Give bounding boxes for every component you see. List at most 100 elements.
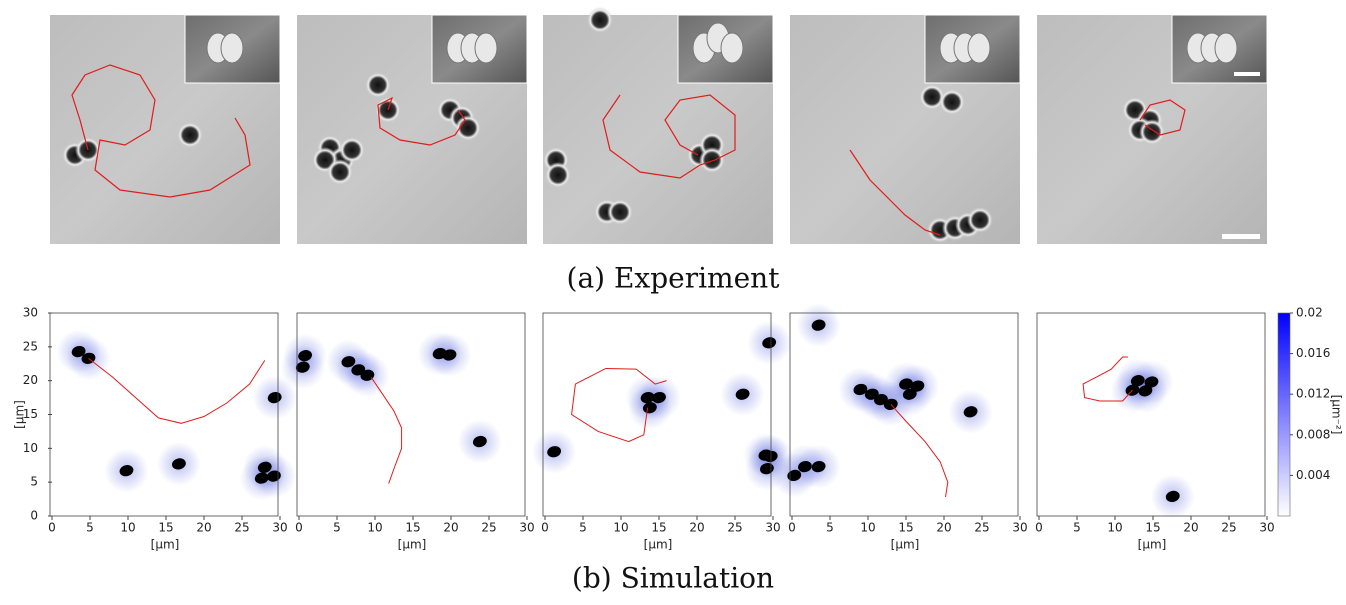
cell [177,122,203,148]
x-tick-label: 10 [1107,521,1122,535]
x-tick-label: 10 [613,521,628,535]
cell [257,461,272,473]
colorbar-tick-label: 0.004 [1296,468,1330,482]
cell [547,446,562,458]
y-axis-label: [μm] [13,400,27,429]
x-axis-label: [μm] [644,538,673,552]
trajectory [377,96,466,146]
cell [455,115,481,141]
simulation-panel: 0 5 10 15 20 25 30 [μm] 0 5 10 15 20 25 30 [μm] [13,306,297,552]
trajectory [1082,356,1133,402]
x-tick-label: 5 [826,521,834,535]
sem-cell [967,32,991,64]
cell [119,465,134,477]
cell [587,7,613,33]
sem-cell [474,32,498,64]
x-tick-label: 30 [1259,521,1274,535]
y-tick-label: 30 [23,306,38,320]
simulation-panel: 0 5 10 15 20 25 30 [μm] [532,312,793,552]
cell [365,72,391,98]
sem-cell [720,32,744,64]
cell [811,319,826,331]
colorbar-tick-label: 0.02 [1296,306,1323,320]
cell [652,391,666,404]
colorbar-tick-label: 0.008 [1296,427,1330,441]
x-tick-label: 20 [936,521,951,535]
x-tick-label: 25 [727,521,742,535]
cell [1130,375,1145,387]
x-tick-label: 25 [234,521,249,535]
colorbar [1277,312,1291,517]
scale-bar [1222,234,1260,239]
cell [327,159,353,185]
cell [902,388,917,400]
trajectory [370,377,403,484]
y-tick-label: 10 [23,441,38,455]
cell [640,391,655,404]
cell [545,162,571,188]
trajectory [849,149,941,236]
cell [1138,385,1153,397]
sem-cell [1214,32,1238,64]
sem-cell [220,32,244,64]
x-axis-label: [μm] [151,538,180,552]
x-tick-label: 30 [272,521,287,535]
cell [1165,490,1180,502]
x-tick-label: 5 [1073,521,1081,535]
cell [472,435,487,448]
x-tick-label: 15 [651,521,666,535]
cell [798,460,812,473]
cell [874,394,888,406]
cell [341,356,356,368]
simulation-panel: 0 5 10 15 20 25 30 [μm] [772,303,1028,552]
x-tick-label: 25 [1221,521,1236,535]
cell [172,458,186,470]
simulation-panel: 0 5 10 15 20 25 30 [μm] [1035,312,1275,552]
simulation-panel: 0 5 10 15 20 25 30 [μm] [280,312,535,552]
trajectory [571,367,667,443]
experiment-panel [543,7,774,244]
experiment-panel [1037,14,1268,244]
x-tick-label: 15 [898,521,913,535]
experiment-panel [50,14,281,244]
x-tick-label: 25 [481,521,496,535]
x-tick-label: 30 [1012,521,1027,535]
x-tick-label: 15 [405,521,420,535]
x-tick-label: 20 [443,521,458,535]
cell [339,137,365,163]
axes-frame [1036,312,1266,517]
cell [963,406,978,418]
cell [254,472,269,484]
cell [607,199,633,225]
x-tick-label: 0 [788,521,796,535]
caption-b: (b) Simulation [572,562,774,595]
trajectory [890,404,949,498]
x-tick-label: 5 [579,521,587,535]
cell [811,460,826,473]
cell [295,361,310,373]
x-axis-label: [μm] [1138,538,1167,552]
caption-a: (a) Experiment [567,262,781,295]
trajectory [88,357,266,424]
cell [1144,376,1159,388]
cell [267,470,281,482]
y-tick-label: 20 [23,373,38,387]
cell [442,349,457,361]
x-axis-label: [μm] [398,538,427,552]
cell [298,350,312,362]
trajectory [71,64,251,198]
x-tick-label: 5 [86,521,94,535]
cell [899,378,913,390]
cell [699,147,725,173]
x-tick-label: 10 [860,521,875,535]
x-axis-label: [μm] [891,538,920,552]
x-tick-label: 0 [48,521,56,535]
x-tick-label: 0 [1035,521,1043,535]
cell [762,337,777,349]
cell [760,463,774,475]
cell [642,402,657,414]
x-tick-label: 5 [333,521,341,535]
cell [967,207,993,233]
cell [71,345,86,358]
cell [787,469,802,482]
